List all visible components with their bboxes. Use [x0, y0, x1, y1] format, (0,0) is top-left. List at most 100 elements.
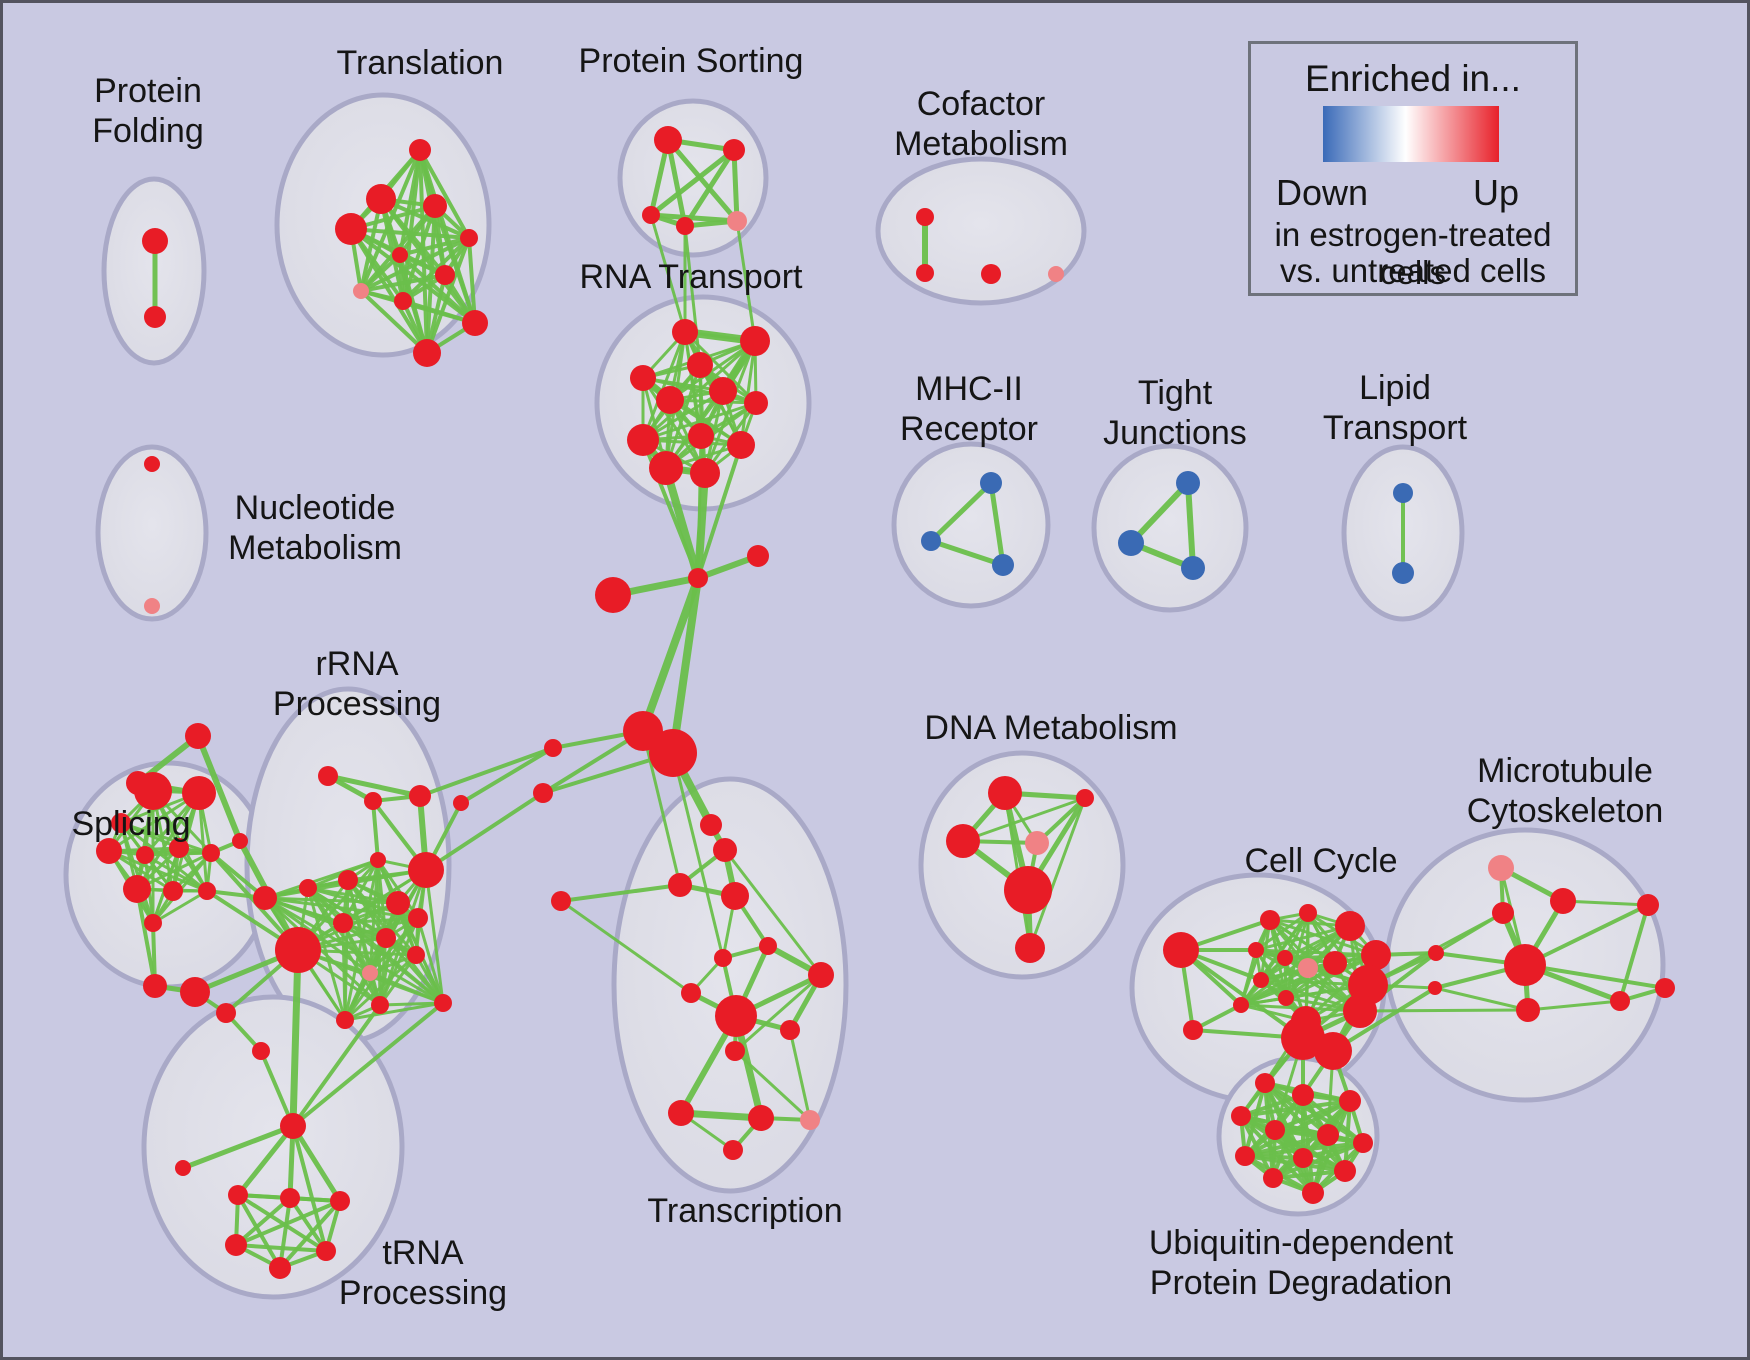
network-node-cc5 [1335, 911, 1365, 941]
network-edge [378, 953, 418, 1007]
network-node-dm0 [988, 776, 1022, 810]
network-edge [1239, 983, 1370, 1007]
network-edge [263, 896, 445, 1005]
network-node-cc3 [1248, 942, 1264, 958]
network-node-ub8 [1293, 1148, 1313, 1168]
network-node-dm4 [1004, 866, 1052, 914]
network-edge [349, 227, 429, 355]
cluster-label-protein-folding: Protein [94, 72, 202, 110]
network-edge [418, 148, 471, 240]
cluster-label-nucleotide-metabolism: Nucleotide [235, 489, 396, 527]
network-node-mc6 [1428, 945, 1444, 961]
network-node-tr4 [460, 229, 478, 247]
network-edge [961, 796, 1087, 843]
network-edge [151, 889, 209, 925]
network-edge [671, 751, 725, 960]
network-node-tx9 [800, 1110, 820, 1130]
network-node-tr10 [413, 339, 441, 367]
network-edge [291, 1124, 328, 1253]
cluster-label-microtubule-cytoskeleton: Cytoskeleton [1467, 792, 1664, 830]
cluster-label-protein-sorting: Protein Sorting [579, 42, 804, 80]
cluster-label-rrna-processing: rRNA [315, 645, 398, 683]
network-node-tj0 [1176, 471, 1200, 495]
cluster-ellipse-tight-junctions [1091, 443, 1249, 613]
network-node-tr6 [435, 265, 455, 285]
network-edge [559, 883, 682, 903]
network-node-j0 [688, 568, 708, 588]
network-node-r5 [408, 852, 444, 888]
network-edge [739, 339, 757, 447]
cluster-label-nucleotide-metabolism: Metabolism [228, 529, 402, 567]
network-node-cm1 [916, 264, 934, 282]
network-node-s13 [216, 1003, 236, 1023]
network-edge [1271, 1169, 1347, 1180]
network-node-s1 [182, 776, 216, 810]
network-node-s10 [144, 914, 162, 932]
network-edge [236, 1193, 328, 1253]
cluster-ellipse-trna-processing [141, 994, 405, 1300]
network-node-s14 [252, 1042, 270, 1060]
network-node-ub1 [1292, 1084, 1314, 1106]
cluster-ellipse-nucleotide-metabolism [95, 444, 209, 622]
network-node-tx2 [808, 962, 834, 988]
network-edge [668, 398, 758, 405]
network-node-tj1 [1118, 530, 1144, 556]
network-node-tx10 [723, 1140, 743, 1160]
network-node-tn5 [225, 1234, 247, 1256]
network-edge [180, 1123, 296, 1171]
network-edge [459, 746, 555, 805]
network-node-rt1 [740, 326, 770, 356]
network-edge [371, 799, 380, 862]
network-edge [1331, 986, 1437, 1053]
network-node-tn4 [330, 1191, 350, 1211]
network-edge [1284, 924, 1352, 1000]
network-edge [1239, 1099, 1352, 1118]
network-edge [733, 1049, 812, 1122]
cluster-label-transcription: Transcription [647, 1192, 842, 1230]
network-edge [379, 197, 477, 325]
network-edge [291, 1001, 445, 1128]
network-edge [290, 1123, 343, 1204]
network-node-mh0 [980, 472, 1002, 494]
network-node-ub10 [1263, 1168, 1283, 1188]
cluster-ellipse-mhc-ii-receptor [891, 441, 1051, 609]
network-edge [649, 213, 687, 334]
network-node-r14 [299, 879, 317, 897]
network-node-r3 [370, 852, 386, 868]
network-edge [1523, 963, 1667, 990]
network-node-r4 [338, 870, 358, 890]
network-edge [1028, 796, 1087, 950]
network-node-b0 [544, 739, 562, 757]
network-node-b2 [551, 891, 571, 911]
network-node-r8 [408, 908, 428, 928]
cluster-label-ubiquitin-degradation: Protein Degradation [1150, 1264, 1452, 1302]
legend-title: Enriched in... [1305, 58, 1521, 99]
network-node-mh1 [921, 531, 941, 551]
network-node-rt4 [709, 377, 737, 405]
network-edge [119, 821, 209, 893]
network-node-cc0 [1163, 932, 1199, 968]
network-node-r16 [434, 994, 452, 1012]
network-edge [119, 821, 213, 855]
network-node-cm3 [1048, 266, 1064, 282]
network-node-tx7 [668, 1100, 694, 1126]
network-edge [1254, 924, 1352, 952]
network-node-cc7 [1298, 958, 1318, 978]
cluster-label-cofactor-metabolism: Cofactor [917, 85, 1046, 123]
network-node-dm3 [1025, 831, 1049, 855]
network-node-s5 [169, 838, 189, 858]
network-edge [1434, 911, 1505, 955]
network-edge [349, 227, 471, 240]
network-edge [1618, 903, 1650, 1003]
network-node-r12 [453, 795, 469, 811]
network-node-tr7 [353, 283, 369, 299]
network-edge [641, 729, 682, 887]
cluster-label-trna-processing: Processing [339, 1274, 507, 1312]
network-edge [1433, 986, 1530, 1012]
network-edge [669, 574, 702, 757]
network-edge [424, 791, 545, 872]
network-node-b1 [533, 783, 553, 803]
network-node-cc6 [1361, 940, 1391, 970]
network-edge [1284, 953, 1378, 1000]
